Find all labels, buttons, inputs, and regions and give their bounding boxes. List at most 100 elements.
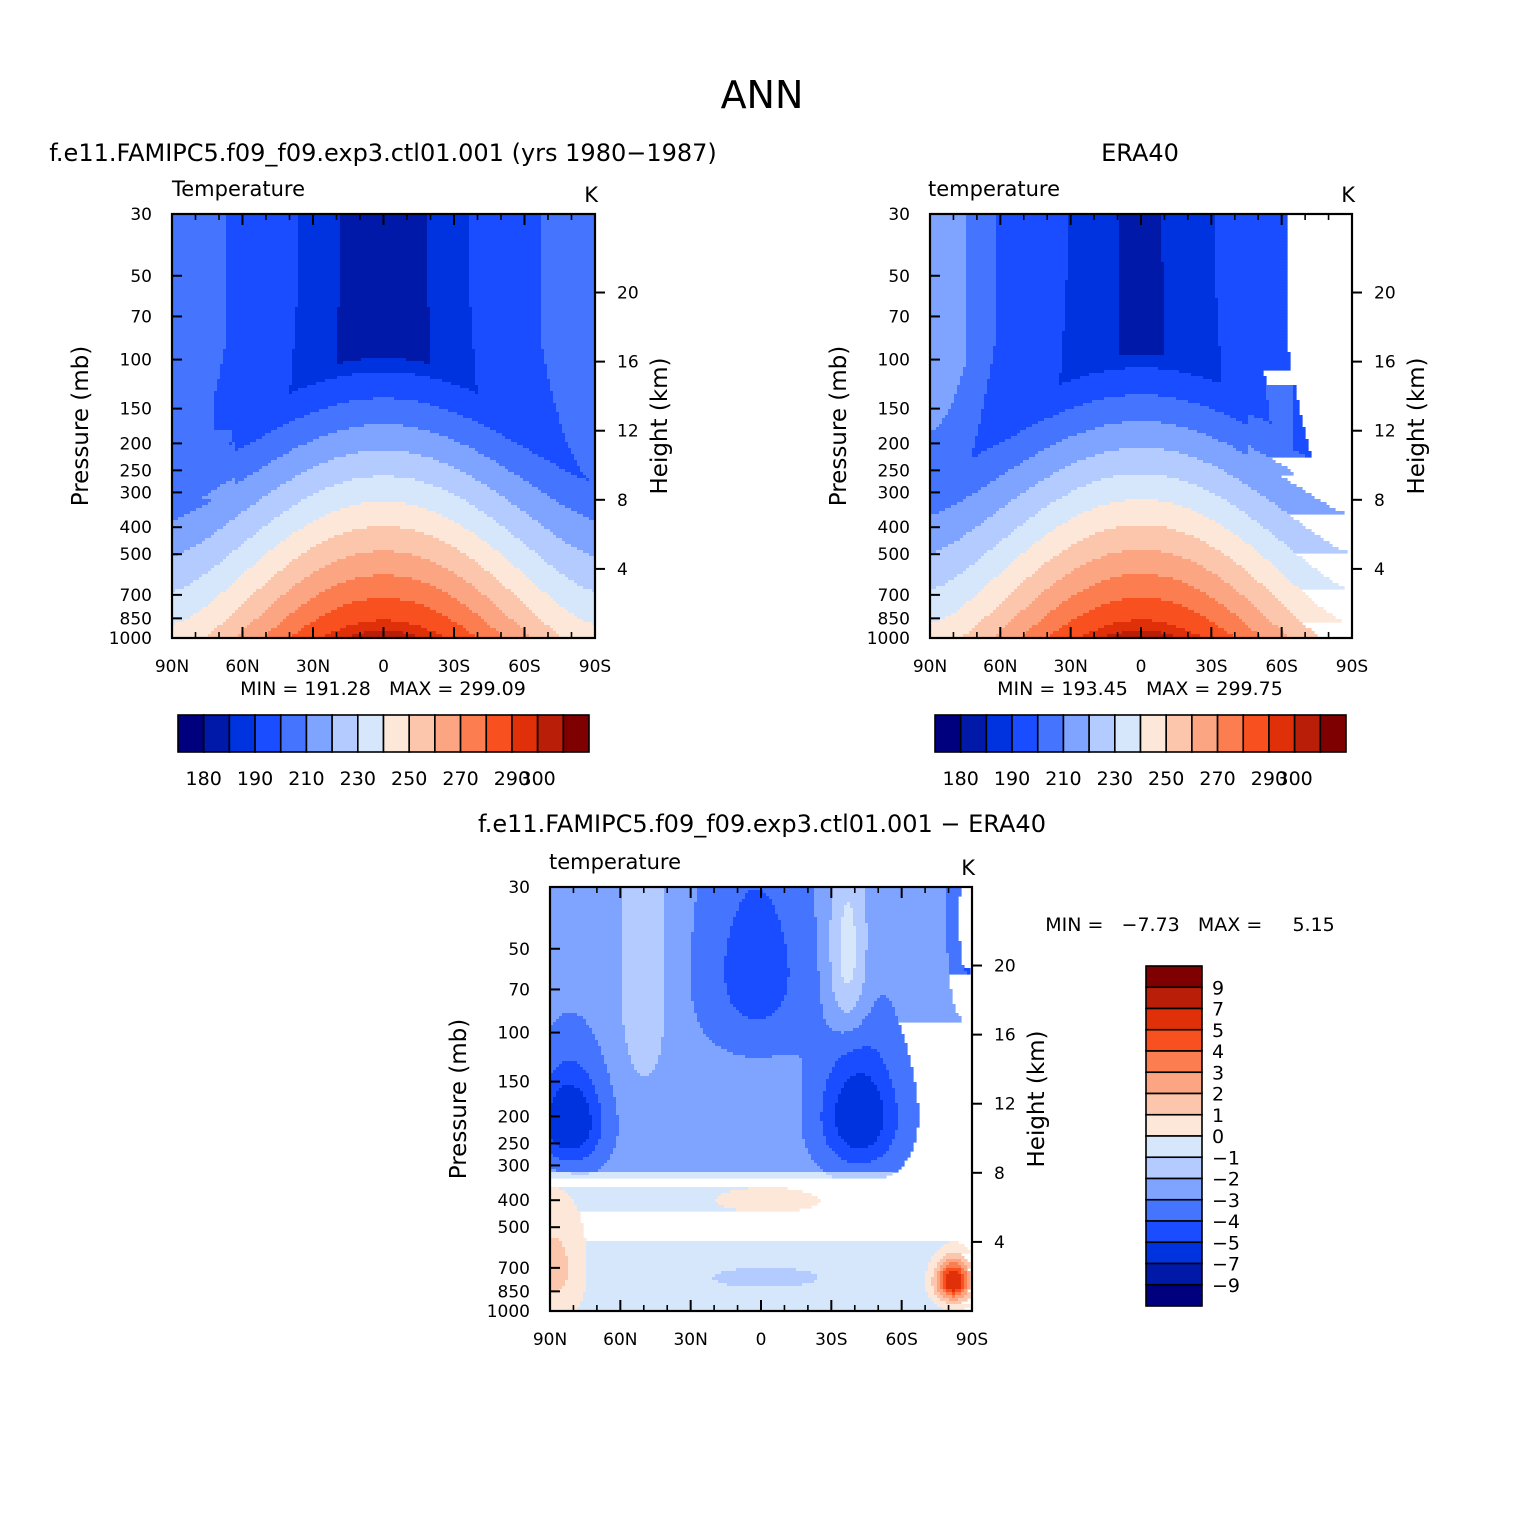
colorbar-swatch xyxy=(1036,714,1065,753)
y-tick-label: 500 xyxy=(498,1218,530,1238)
colorbar-label: 300 xyxy=(1276,768,1312,790)
colorbar-label: 270 xyxy=(1199,768,1235,790)
x-tick-label: 0 xyxy=(756,1330,767,1350)
colorbar-swatch xyxy=(408,714,436,753)
colorbar-label: 180 xyxy=(943,768,979,790)
colorbar-swatch xyxy=(1145,1177,1203,1201)
colorbar-swatch xyxy=(1145,986,1203,1010)
colorbar-label: 290 xyxy=(1251,768,1287,790)
colorbar-label: 0 xyxy=(1212,1126,1224,1148)
colorbar-label: −3 xyxy=(1212,1190,1240,1212)
colorbar-swatch xyxy=(1062,714,1090,753)
colorbar-swatch xyxy=(485,714,513,753)
panel-obs: ERA40 temperature K 30507010015020025030… xyxy=(826,139,1430,790)
y2-tick-label: 12 xyxy=(994,1095,1016,1115)
panel-model-min-max: MIN = 191.28 MAX = 299.09 xyxy=(240,678,526,700)
panel-model: f.e11.FAMIPC5.f09_f09.exp3.ctl01.001 (yr… xyxy=(49,139,717,790)
y-tick-label: 400 xyxy=(498,1191,530,1211)
figure-title: ANN xyxy=(721,73,804,117)
colorbar-swatch xyxy=(228,714,256,753)
y-tick-label: 850 xyxy=(498,1282,530,1302)
y-tick-label: 200 xyxy=(498,1107,530,1127)
y-tick-label: 850 xyxy=(120,609,152,629)
panel-obs-axes: 3050701001502002503004005007008501000481… xyxy=(826,205,1430,677)
y-tick-label: 700 xyxy=(878,586,910,606)
x-tick-label: 90N xyxy=(913,657,947,677)
x-tick-label: 90S xyxy=(956,1330,988,1350)
colorbar-label: 190 xyxy=(994,768,1030,790)
colorbar-swatch xyxy=(1139,714,1167,753)
y2-tick-label: 8 xyxy=(1374,491,1385,511)
y-tick-label: 300 xyxy=(120,483,152,503)
x-tick-label: 60S xyxy=(1265,657,1297,677)
colorbar-swatch xyxy=(1145,1156,1203,1180)
colorbar-swatch xyxy=(536,714,565,753)
colorbar-swatch xyxy=(459,714,488,753)
colorbar-label: 3 xyxy=(1212,1062,1224,1084)
colorbar-label: 2 xyxy=(1212,1084,1224,1106)
y-tick-label: 1000 xyxy=(487,1302,530,1322)
colorbar-swatch xyxy=(1145,1050,1203,1074)
y-tick-label: 100 xyxy=(498,1024,530,1044)
colorbar-label: 250 xyxy=(1148,768,1184,790)
colorbar-swatch xyxy=(1145,1135,1203,1159)
colorbar-swatch xyxy=(1088,714,1116,753)
colorbar-swatch xyxy=(1145,1241,1203,1265)
panel-obs-min-max: MIN = 193.45 MAX = 299.75 xyxy=(997,678,1283,700)
colorbar-swatch xyxy=(1319,714,1347,753)
colorbar-swatch xyxy=(1165,714,1193,753)
colorbar-swatch xyxy=(177,714,205,753)
y-tick-label: 400 xyxy=(120,518,152,538)
colorbar-swatch xyxy=(934,714,962,753)
colorbar-swatch xyxy=(1114,714,1142,753)
y-axis-label: Pressure (mb) xyxy=(68,346,94,506)
colorbar-label: −2 xyxy=(1212,1169,1240,1191)
panel-model-title: f.e11.FAMIPC5.f09_f09.exp3.ctl01.001 (yr… xyxy=(49,139,717,167)
x-tick-label: 90N xyxy=(533,1330,567,1350)
y-tick-label: 500 xyxy=(120,545,152,565)
y-tick-label: 150 xyxy=(120,400,152,420)
x-tick-label: 30S xyxy=(1195,657,1227,677)
x-tick-label: 60N xyxy=(225,657,259,677)
colorbar-swatch xyxy=(1145,1028,1203,1052)
colorbar-swatch xyxy=(254,714,282,753)
colorbar-label: 5 xyxy=(1212,1020,1224,1042)
y-tick-label: 30 xyxy=(888,205,910,225)
y-tick-label: 30 xyxy=(508,878,530,898)
colorbar-swatch xyxy=(1145,1071,1203,1095)
colorbar-swatch xyxy=(1145,1113,1203,1137)
y2-tick-label: 12 xyxy=(617,422,639,442)
y2-tick-label: 12 xyxy=(1374,422,1396,442)
colorbar-swatch xyxy=(1011,714,1039,753)
x-tick-label: 90S xyxy=(1336,657,1368,677)
y-tick-label: 70 xyxy=(888,307,910,327)
panel-diff-axes: 3050701001502002503004005007008501000481… xyxy=(446,878,1050,1350)
panel-diff-min-max: MIN = −7.73 MAX = 5.15 xyxy=(1045,914,1335,936)
colorbar-label: −9 xyxy=(1212,1275,1240,1297)
colorbar-swatch xyxy=(1216,714,1245,753)
y2-axis-label: Height (km) xyxy=(1404,357,1430,494)
y-tick-label: 700 xyxy=(120,586,152,606)
colorbar-label: −1 xyxy=(1212,1147,1240,1169)
panel-model-axes: 3050701001502002503004005007008501000481… xyxy=(68,205,673,677)
y-tick-label: 30 xyxy=(130,205,152,225)
y2-tick-label: 4 xyxy=(1374,560,1385,580)
y-tick-label: 300 xyxy=(878,483,910,503)
colorbar-label: 9 xyxy=(1212,977,1224,999)
x-tick-label: 90N xyxy=(155,657,189,677)
colorbar-label: 230 xyxy=(340,768,376,790)
panel-diff-contour-fill xyxy=(550,887,971,1311)
y-tick-label: 70 xyxy=(130,307,152,327)
colorbar-swatch xyxy=(305,714,333,753)
y-tick-label: 100 xyxy=(120,351,152,371)
colorbar-swatch xyxy=(331,714,359,753)
colorbar-label: 250 xyxy=(391,768,427,790)
colorbar-swatch xyxy=(562,714,590,753)
colorbar-swatch xyxy=(959,714,988,753)
colorbar-swatch xyxy=(434,714,462,753)
x-tick-label: 0 xyxy=(378,657,389,677)
y-axis-label: Pressure (mb) xyxy=(826,346,852,506)
x-tick-label: 30N xyxy=(296,657,330,677)
